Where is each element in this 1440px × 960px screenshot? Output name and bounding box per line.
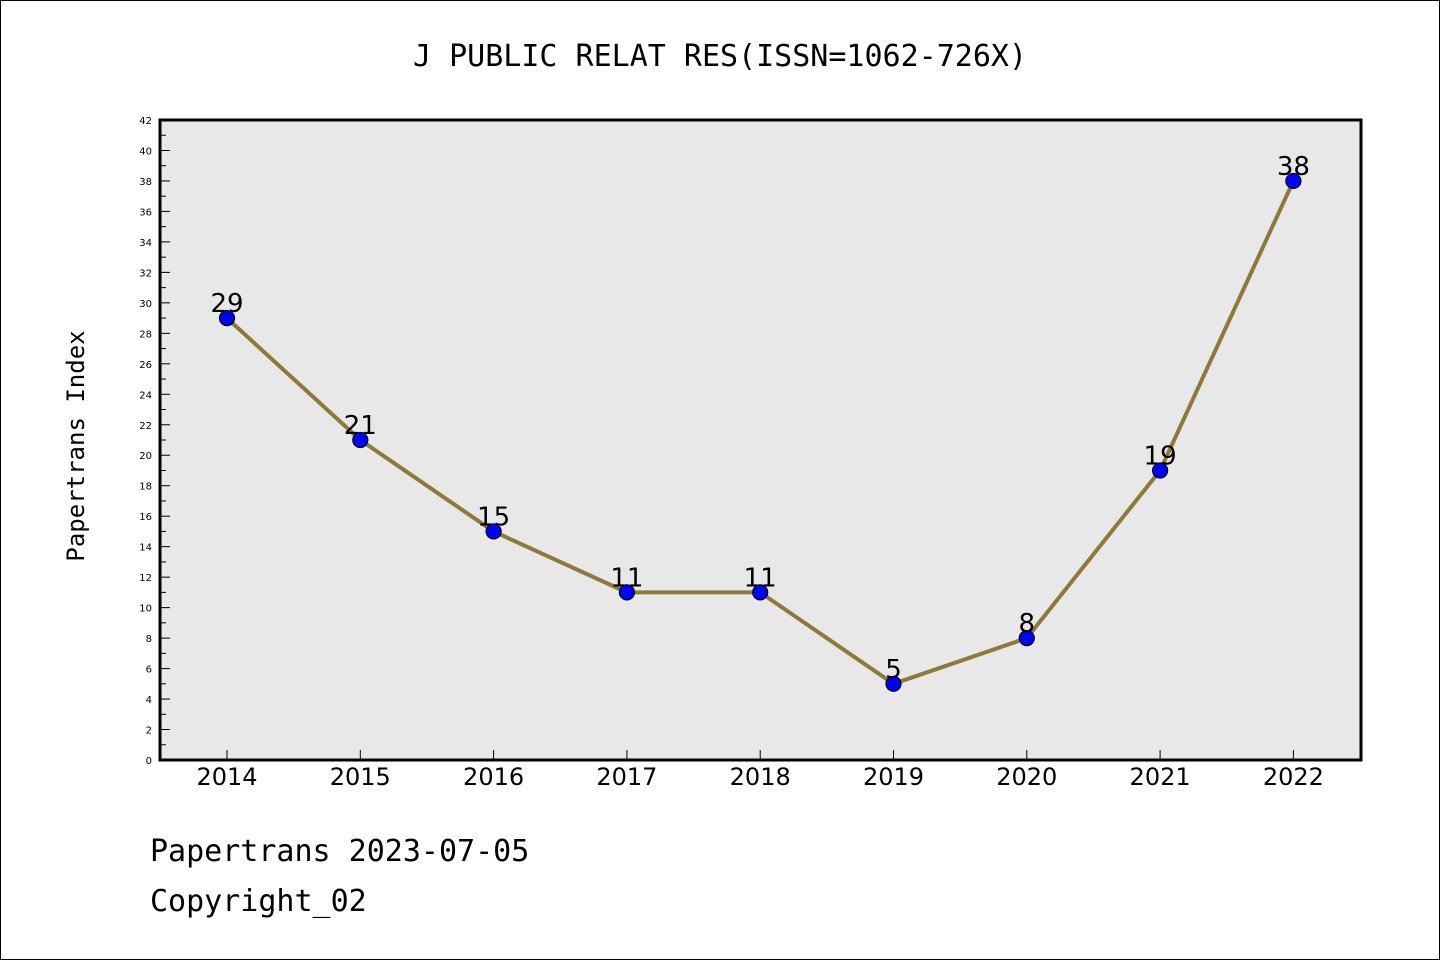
data-point-label: 11 [610, 563, 643, 593]
y-tick-label: 36 [139, 207, 152, 218]
data-point-label: 15 [477, 502, 510, 532]
y-tick-label: 2 [146, 726, 152, 737]
data-point-marker [885, 675, 902, 692]
plot-area [158, 118, 1363, 762]
y-tick-label: 40 [139, 146, 152, 157]
y-tick-label: 18 [139, 482, 152, 493]
y-tick-label: 22 [139, 421, 152, 432]
y-tick-label: 32 [139, 268, 152, 279]
x-tick-label: 2017 [596, 763, 657, 791]
y-tick-label: 38 [139, 177, 152, 188]
y-tick-label: 14 [139, 543, 152, 554]
y-tick-label: 10 [139, 604, 152, 615]
y-tick-label: 16 [139, 512, 152, 523]
y-tick-label: 20 [139, 451, 152, 462]
data-point-label: 21 [344, 411, 377, 441]
x-tick-label: 2019 [863, 763, 924, 791]
data-point-label: 19 [1144, 441, 1177, 471]
y-tick-label: 4 [146, 695, 152, 706]
y-tick-label: 6 [146, 665, 152, 676]
footer-date: Papertrans 2023-07-05 [150, 834, 530, 869]
y-tick-label: 34 [139, 238, 152, 249]
y-tick-label: 30 [139, 299, 152, 310]
data-labels: 29 21 15 11 11 5 8 19 38 [210, 152, 1309, 685]
data-point-marker [218, 309, 236, 327]
x-tick-label: 2015 [330, 763, 391, 791]
data-point-marker [752, 584, 769, 601]
data-point-marker [1151, 462, 1169, 479]
data-point-label: 8 [1019, 609, 1036, 639]
x-tick-label: 2018 [730, 763, 791, 791]
x-tick-label: 2014 [196, 763, 257, 791]
data-point-label: 29 [210, 289, 243, 319]
chart-title: J PUBLIC RELAT RES(ISSN=1062-726X) [413, 39, 1027, 74]
data-point-marker [618, 584, 636, 601]
y-tick-label: 26 [139, 360, 152, 371]
y-axis-label: Papertrans Index [62, 330, 90, 561]
data-markers [218, 172, 1302, 692]
data-point-marker [1285, 172, 1302, 190]
x-tick-label: 2016 [463, 763, 524, 791]
data-point-marker [352, 431, 369, 449]
y-tick-label: 28 [139, 329, 152, 340]
y-tick-label: 42 [139, 116, 152, 127]
x-tick-label: 2021 [1130, 763, 1191, 791]
data-point-label: 11 [744, 563, 777, 593]
data-point-label: 38 [1277, 152, 1310, 182]
x-tick-label: 2022 [1263, 763, 1324, 791]
y-tick-label: 24 [139, 390, 152, 401]
y-tick-label: 8 [146, 634, 152, 645]
x-tick-label: 2020 [996, 763, 1057, 791]
x-axis: 2014 2015 2016 2017 2018 2019 2020 2021 2022 [196, 750, 1324, 791]
y-tick-label: 12 [139, 573, 152, 584]
footer-copyright: Copyright_02 [150, 884, 367, 919]
data-point-label: 5 [885, 655, 902, 685]
data-point-marker [485, 523, 502, 540]
y-tick-label: 0 [146, 756, 152, 767]
data-point-marker [1018, 629, 1035, 647]
